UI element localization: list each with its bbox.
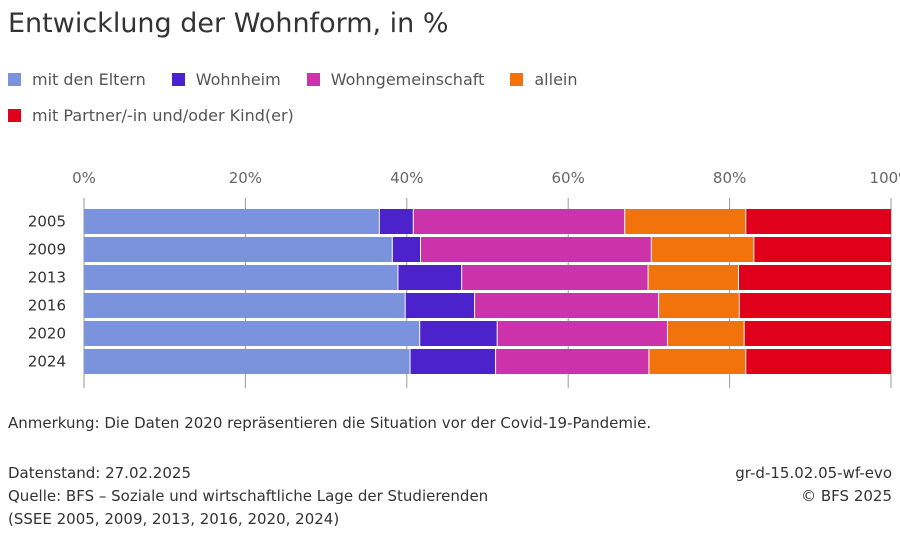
legend-item-mit-partner: mit Partner/-in und/oder Kind(er)	[8, 106, 294, 125]
legend-swatch	[510, 73, 524, 86]
bar-segment	[753, 237, 891, 262]
x-tick-label: 0%	[72, 169, 96, 187]
footer-datenstand: Datenstand: 27.02.2025	[8, 464, 191, 482]
bar-segment	[658, 293, 740, 318]
legend-item-mit-den-eltern: mit den Eltern	[8, 70, 146, 89]
bar-segment	[651, 237, 754, 262]
chart-note: Anmerkung: Die Daten 2020 repräsentieren…	[8, 414, 652, 432]
bar-segment	[745, 349, 891, 374]
bar-segment	[379, 209, 414, 234]
x-tick-label: 80%	[713, 169, 746, 187]
bar-segment	[744, 321, 891, 346]
bar-segment	[420, 237, 652, 262]
legend-swatch	[171, 73, 185, 86]
x-tick-label: 100%	[870, 169, 900, 187]
bar-segment	[461, 265, 649, 290]
bar-segment	[738, 265, 891, 290]
legend-label: Wohngemeinschaft	[330, 70, 485, 89]
legend-swatch	[8, 73, 21, 86]
legend-label: Wohnheim	[195, 70, 281, 89]
bar-segment	[648, 349, 746, 374]
y-category-label: 2024	[28, 353, 66, 371]
bar-segment	[84, 209, 380, 234]
bar-segment	[397, 265, 462, 290]
bar-segment	[667, 321, 745, 346]
legend-swatch	[306, 73, 320, 86]
y-category-label: 2016	[28, 297, 66, 315]
bar-segment	[648, 265, 739, 290]
legend-swatch	[8, 109, 21, 122]
bar-segment	[413, 209, 625, 234]
bar-segment	[84, 293, 406, 318]
x-tick-label: 20%	[229, 169, 262, 187]
legend-item-allein: allein	[510, 70, 578, 89]
footer-source-block: Datenstand: 27.02.2025 Quelle: BFS – Soz…	[8, 462, 488, 531]
bar-segment	[84, 265, 398, 290]
x-tick-label: 60%	[552, 169, 585, 187]
y-category-label: 2009	[28, 241, 66, 259]
footer-copyright: © BFS 2025	[801, 487, 892, 505]
bar-segment	[419, 321, 498, 346]
stacked-bar-chart: 0% 20% 40% 60% 80% 100% 2005 2009 2013 2016 2020 20…	[28, 169, 900, 388]
y-category-label: 2013	[28, 269, 66, 287]
bar-segment	[497, 321, 668, 346]
chart-legend: mit den Eltern Wohnheim Wohngemeinschaft…	[8, 70, 868, 125]
bar-segment	[495, 349, 649, 374]
bar-segment	[84, 321, 420, 346]
chart-title: Entwicklung der Wohnform, in %	[8, 8, 449, 39]
bar-segment	[405, 293, 475, 318]
bar-segment	[474, 293, 659, 318]
bar-segment	[739, 293, 891, 318]
legend-label: mit Partner/-in und/oder Kind(er)	[32, 106, 294, 125]
footer-graphic-code: gr-d-15.02.05-wf-evo	[735, 464, 892, 482]
y-category-label: 2020	[28, 325, 66, 343]
footer-quelle: Quelle: BFS – Soziale und wirtschaftlich…	[8, 487, 489, 505]
bar-segment	[624, 209, 746, 234]
x-tick-label: 40%	[390, 169, 423, 187]
y-category-label: 2005	[28, 213, 66, 231]
bar-segment	[410, 349, 496, 374]
legend-label: allein	[534, 70, 578, 89]
bar-segment	[84, 349, 411, 374]
footer-quelle-surveys: (SSEE 2005, 2009, 2013, 2016, 2020, 2024…	[8, 510, 340, 528]
legend-item-wohngemeinschaft: Wohngemeinschaft	[306, 70, 485, 89]
bar-segment	[84, 237, 393, 262]
bar-segment	[392, 237, 421, 262]
footer-meta-block: gr-d-15.02.05-wf-evo © BFS 2025	[735, 462, 892, 508]
bar-segment	[745, 209, 891, 234]
legend-item-wohnheim: Wohnheim	[171, 70, 281, 89]
legend-label: mit den Eltern	[32, 70, 146, 89]
